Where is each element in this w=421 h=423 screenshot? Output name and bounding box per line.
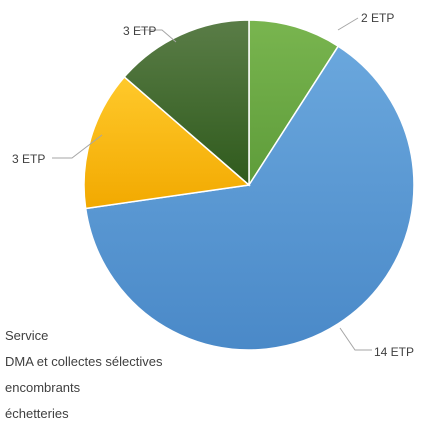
legend-entry-dma: DMA et collectes sélectives [5,354,163,369]
data-label-4: 3 ETP [123,24,156,38]
leader-line-3 [52,134,103,159]
leader-line-1 [337,17,359,31]
leader-line-4 [140,29,177,43]
legend-entry-encombrants: encombrants [5,380,81,395]
pie-slice-4-3-etp [123,19,250,187]
data-label-3: 3 ETP [12,152,45,166]
data-label-1: 2 ETP [361,11,394,25]
leader-line-2 [339,327,372,351]
legend-entry-echetteries: échetteries [5,406,69,421]
pie-slice-2-14-etp [84,45,415,351]
pie-slice-3-3-etp [83,75,251,210]
data-label-2: 14 ETP [374,345,414,359]
legend-entry-service: Service [5,328,49,343]
pie-slice-1-2-etp [248,19,340,188]
